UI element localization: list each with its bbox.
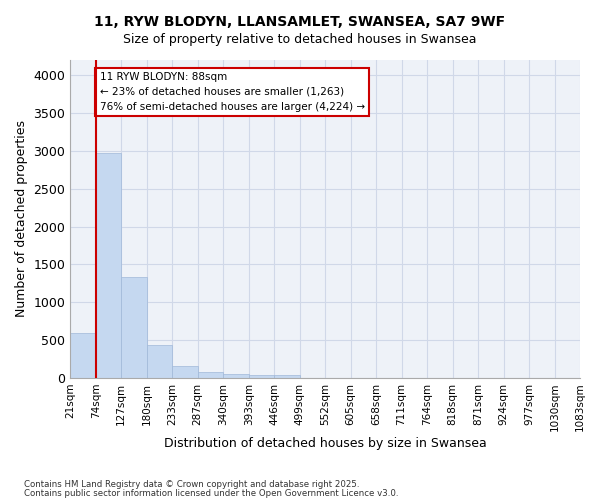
Bar [223, 374, 248, 378]
Text: Size of property relative to detached houses in Swansea: Size of property relative to detached ho… [123, 32, 477, 46]
Bar [121, 278, 147, 378]
X-axis label: Distribution of detached houses by size in Swansea: Distribution of detached houses by size … [164, 437, 487, 450]
Bar [198, 372, 223, 378]
Bar [274, 376, 299, 378]
Text: 11, RYW BLODYN, LLANSAMLET, SWANSEA, SA7 9WF: 11, RYW BLODYN, LLANSAMLET, SWANSEA, SA7… [94, 15, 506, 29]
Bar [248, 374, 274, 378]
Bar [172, 366, 198, 378]
Text: Contains HM Land Registry data © Crown copyright and database right 2025.: Contains HM Land Registry data © Crown c… [24, 480, 359, 489]
Bar [147, 346, 172, 378]
Bar [96, 153, 121, 378]
Y-axis label: Number of detached properties: Number of detached properties [15, 120, 28, 318]
Text: 11 RYW BLODYN: 88sqm
← 23% of detached houses are smaller (1,263)
76% of semi-de: 11 RYW BLODYN: 88sqm ← 23% of detached h… [100, 72, 365, 112]
Text: Contains public sector information licensed under the Open Government Licence v3: Contains public sector information licen… [24, 488, 398, 498]
Bar [70, 332, 96, 378]
